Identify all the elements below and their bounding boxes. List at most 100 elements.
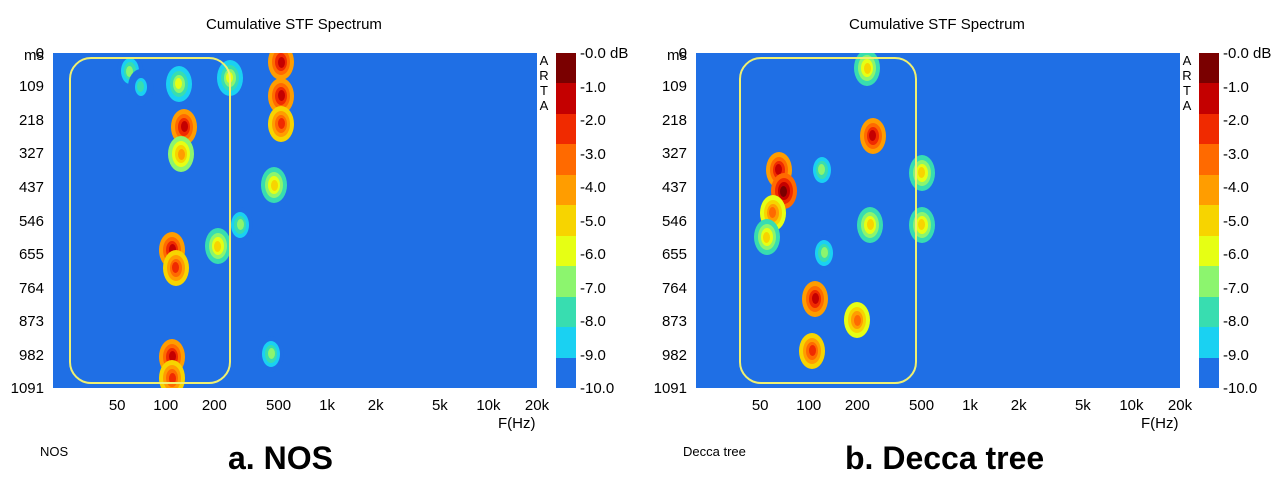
y-tick-label: 546 <box>18 212 44 230</box>
spectrum-hotspot <box>180 121 188 133</box>
y-tick-label: 0 <box>678 45 687 62</box>
colorbar-segment <box>556 296 576 328</box>
y-tick-label: 873 <box>661 313 687 331</box>
colorbar-segment <box>1199 327 1219 358</box>
colorbar-tick-label: -8.0 <box>1223 313 1249 330</box>
x-tick-label: 500 <box>266 397 292 414</box>
x-tick-label: 500 <box>909 397 935 414</box>
colorbar-tick-label: -1.0 <box>1223 78 1249 96</box>
colorbar-tick-label: -4.0 <box>580 179 606 196</box>
highlight-region <box>68 57 232 384</box>
y-tick-label: 327 <box>18 145 44 163</box>
x-tick-label: 20k <box>524 397 550 414</box>
chart-title: Cumulative STF Spectrum <box>206 16 382 33</box>
y-tick-label: 327 <box>661 145 687 163</box>
spectrum-hotspot <box>918 219 926 231</box>
colorbar-segment <box>556 205 576 236</box>
colorbar-segment <box>556 83 576 114</box>
spectrum-hotspot <box>808 345 816 357</box>
colorbar-tick-label: -4.0 <box>1223 179 1249 196</box>
colorbar-segment <box>556 53 576 84</box>
colorbar-segment <box>556 357 576 388</box>
spectrum-plot <box>53 53 537 388</box>
arta-letter: A <box>1182 98 1192 113</box>
spectrum-hotspot <box>769 207 777 219</box>
x-tick-label: 50 <box>751 397 769 414</box>
colorbar-segment <box>556 327 576 358</box>
arta-letter: T <box>1183 83 1191 98</box>
colorbar-segment <box>1199 83 1219 114</box>
colorbar-segment <box>556 174 576 206</box>
colorbar-tick-label: -10.0 <box>580 380 615 397</box>
spectrum-hotspot <box>214 240 222 252</box>
spectrum-hotspot <box>820 247 828 259</box>
colorbar-segment <box>556 235 576 267</box>
y-tick-label: 764 <box>661 279 687 297</box>
spectrum-hotspot <box>137 81 145 93</box>
spectrum-hotspot <box>277 90 285 102</box>
colorbar-segment <box>1199 235 1219 267</box>
y-tick-label: 437 <box>18 179 44 197</box>
source-label: Decca tree <box>683 444 746 459</box>
figure-caption: b. Decca tree <box>845 440 1045 476</box>
spectrum-hotspot <box>277 56 285 68</box>
y-tick-label: 0 <box>35 45 44 62</box>
y-tick-label: 109 <box>18 78 44 96</box>
y-tick-label: 218 <box>18 111 44 129</box>
colorbar-tick-label: -6.0 <box>580 246 606 263</box>
chart-title: Cumulative STF Spectrum <box>849 16 1025 33</box>
spectrum-hotspot <box>270 179 278 191</box>
colorbar-tick-label: -0.0 dB <box>580 45 629 62</box>
colorbar-tick-label: -7.0 <box>1223 279 1249 297</box>
y-tick-label: 764 <box>18 279 44 297</box>
colorbar <box>1199 53 1219 388</box>
y-tick-label: 982 <box>661 346 687 364</box>
spectrum-plot <box>696 53 1180 388</box>
x-tick-label: 5k <box>431 397 448 414</box>
x-tick-label: 50 <box>108 397 126 414</box>
y-tick-label: 109 <box>661 78 687 96</box>
spectrum-hotspot <box>236 219 244 231</box>
colorbar-tick-label: -7.0 <box>580 279 606 297</box>
y-unit-label: ms <box>667 47 687 64</box>
x-tick-label: 5k <box>1074 397 1091 414</box>
spectrum-hotspot <box>175 78 183 90</box>
x-tick-label: 200 <box>844 397 870 414</box>
y-tick-label: 546 <box>661 212 687 230</box>
spectrum-hotspot <box>775 164 783 176</box>
arta-letter: A <box>539 53 549 68</box>
colorbar-tick-label: -1.0 <box>580 78 606 96</box>
x-axis-label: F(Hz) <box>498 415 536 432</box>
spectrum-hotspot <box>853 314 861 326</box>
colorbar-tick-label: -9.0 <box>580 346 606 364</box>
colorbar-segment <box>1199 266 1219 297</box>
colorbar-segment <box>1199 113 1219 145</box>
figure-caption: a. NOS <box>228 440 333 476</box>
spectrum-hotspot <box>267 348 275 360</box>
colorbar-segment <box>1199 205 1219 236</box>
panel-decca-tree: Cumulative STF Spectrum ms 0 109 218 327 437… <box>643 0 1280 484</box>
panel-nos: Cumulative STF Spectrum ms 0 109 218 327 437… <box>11 16 629 476</box>
spectrum-hotspot <box>168 244 176 256</box>
colorbar-tick-label: -9.0 <box>1223 346 1249 364</box>
colorbar-tick-label: -5.0 <box>1223 212 1249 230</box>
x-axis-label: F(Hz) <box>1141 415 1179 432</box>
y-tick-label: 873 <box>18 313 44 331</box>
x-tick-label: 200 <box>201 397 227 414</box>
x-tick-label: 100 <box>153 397 179 414</box>
colorbar-tick-label: -6.0 <box>1223 246 1249 263</box>
colorbar-segment <box>1199 357 1219 388</box>
colorbar-segment <box>1199 174 1219 206</box>
arta-letter: A <box>539 98 549 113</box>
colorbar-segment <box>556 113 576 145</box>
y-tick-label: 655 <box>18 246 44 264</box>
colorbar-tick-label: -2.0 <box>1223 112 1249 129</box>
x-tick-label: 100 <box>796 397 822 414</box>
colorbar-tick-label: -5.0 <box>580 212 606 230</box>
highlight-region <box>739 57 917 384</box>
y-tick-label: 982 <box>18 346 44 364</box>
spectrum-hotspot <box>866 219 874 231</box>
colorbar-tick-label: -2.0 <box>580 112 606 129</box>
colorbar-tick-label: -0.0 dB <box>1223 45 1272 62</box>
spectrum-hotspot <box>168 372 176 384</box>
